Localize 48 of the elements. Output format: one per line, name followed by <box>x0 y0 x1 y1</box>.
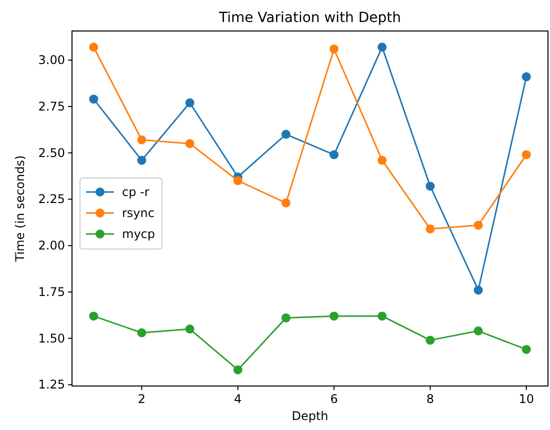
point <box>378 312 387 321</box>
y-axis-title: Time (in seconds) <box>13 155 27 263</box>
point <box>281 198 290 208</box>
legend-label: mycp <box>122 227 156 241</box>
y-tick-label: 3.00 <box>38 53 65 68</box>
point <box>137 156 146 165</box>
legend-label: cp -r <box>122 185 150 199</box>
y-tick-label: 2.75 <box>38 99 65 114</box>
x-tick-label: 4 <box>234 392 242 406</box>
y-tick-label: 1.25 <box>38 378 65 392</box>
point <box>281 313 290 322</box>
point <box>474 286 483 295</box>
x-tick-label: 10 <box>518 392 534 406</box>
y-tick-label: 2.00 <box>38 238 65 253</box>
point <box>137 135 146 144</box>
point <box>378 156 387 165</box>
point <box>330 150 339 160</box>
x-tick-label: 6 <box>330 392 338 406</box>
point <box>426 336 435 345</box>
point <box>281 130 290 139</box>
legend-label: rsync <box>122 206 154 220</box>
point <box>522 72 531 82</box>
x-tick-label: 8 <box>426 392 434 406</box>
point <box>89 94 98 104</box>
point <box>137 328 146 338</box>
point <box>185 324 194 334</box>
point <box>522 150 531 160</box>
point <box>185 98 194 108</box>
point <box>233 365 242 374</box>
chart-title: Time Variation with Depth <box>218 10 402 26</box>
point <box>233 176 242 186</box>
point <box>89 312 98 321</box>
point <box>330 44 339 54</box>
point <box>378 42 387 52</box>
point <box>330 312 339 321</box>
point <box>474 326 483 336</box>
point <box>474 220 483 230</box>
y-tick-label: 1.50 <box>38 331 65 346</box>
x-tick-label: 2 <box>138 392 146 406</box>
y-tick-label: 2.25 <box>38 192 65 206</box>
y-tick-label: 2.50 <box>38 146 65 160</box>
x-axis-title: Depth <box>292 409 328 423</box>
point <box>89 42 98 52</box>
point <box>426 182 435 191</box>
point <box>185 139 194 148</box>
point <box>522 344 531 354</box>
point <box>426 224 435 234</box>
y-tick-label: 1.75 <box>38 284 65 299</box>
